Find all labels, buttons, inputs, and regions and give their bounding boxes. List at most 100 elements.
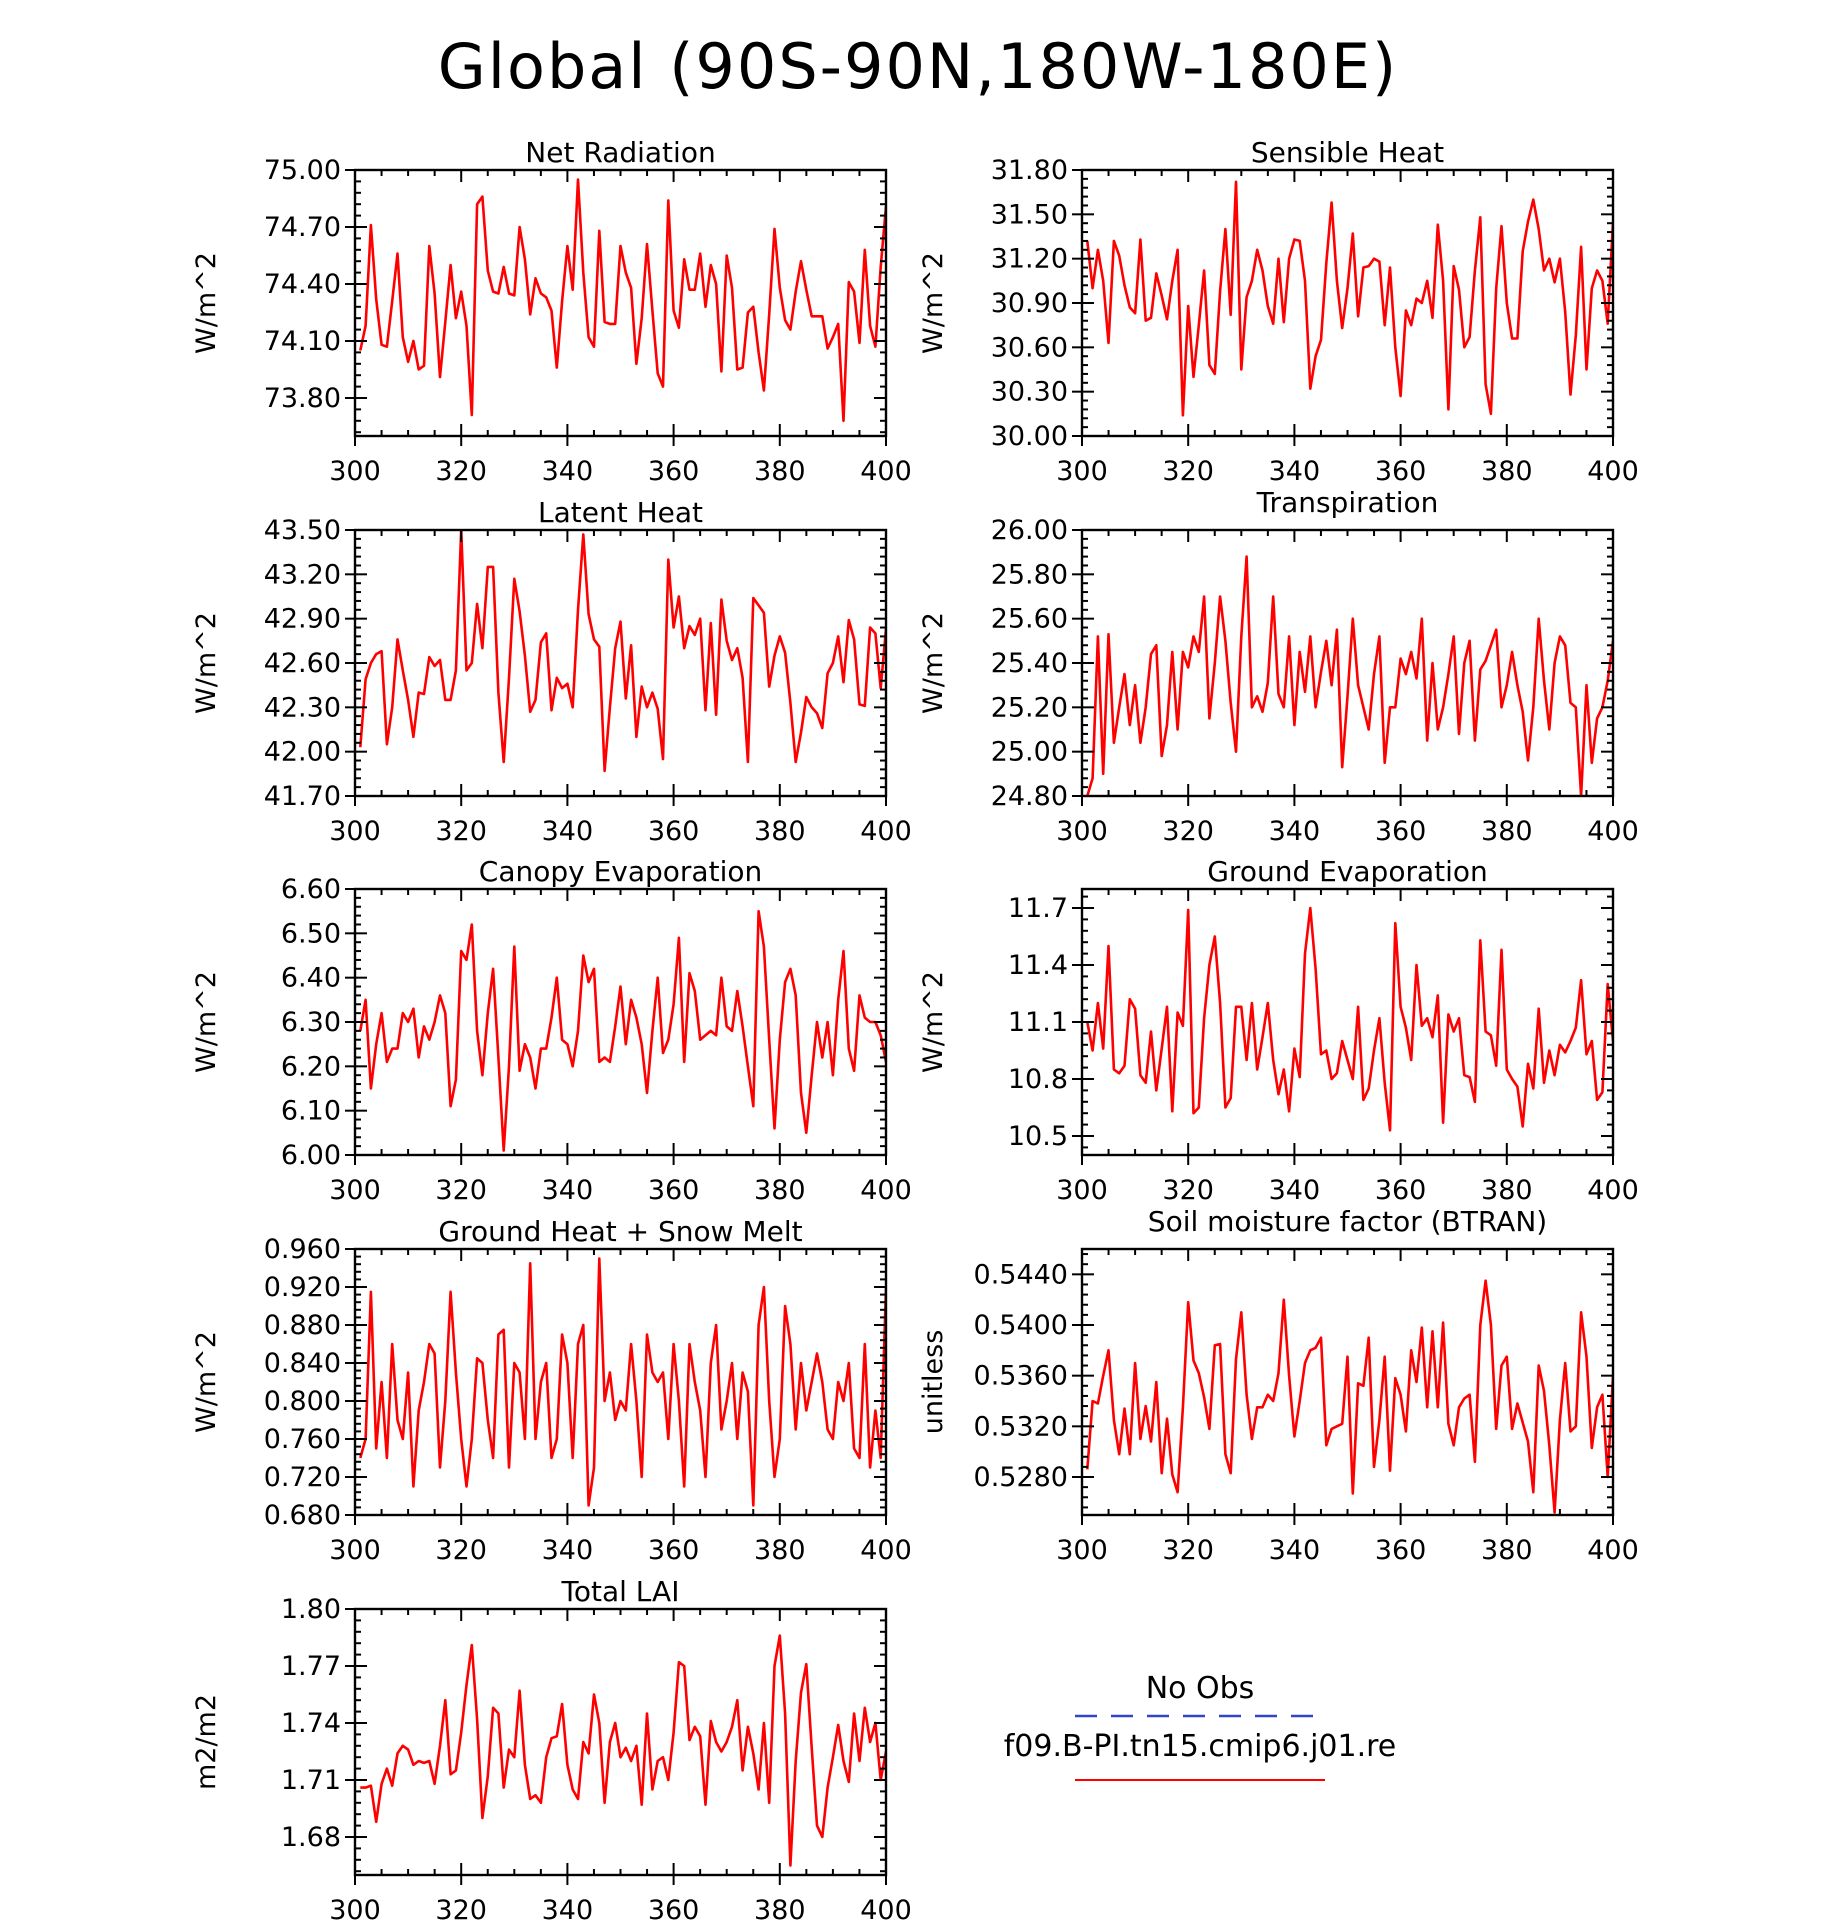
- ground-heat-snow-melt-xtick-label: 360: [648, 1535, 700, 1566]
- canopy-evaporation-title: Canopy Evaporation: [479, 855, 762, 888]
- soil-moisture-factor-btran-xtick-label: 340: [1269, 1535, 1321, 1566]
- transpiration-ytick-label: 25.20: [991, 692, 1068, 723]
- transpiration-ytick-label: 25.40: [991, 648, 1068, 679]
- legend: No Obs f09.B-PI.tn15.cmip6.j01.re: [1004, 1671, 1396, 1781]
- transpiration-ytick-label: 25.00: [991, 737, 1068, 768]
- latent-heat-ylabel: W/m^2: [191, 612, 222, 714]
- ground-heat-snow-melt-ytick-label: 0.880: [264, 1310, 341, 1341]
- panel-canopy-evaporation: 300 320 340 360 380 400 6.00 6.10 6.20 6.30 6.40 6.…: [191, 855, 912, 1206]
- canopy-evaporation-ytick-label: 6.40: [281, 963, 341, 994]
- latent-heat-xtick-label: 380: [754, 816, 806, 847]
- soil-moisture-factor-btran-ylabel: unitless: [918, 1330, 949, 1435]
- ground-heat-snow-melt-ylabel: W/m^2: [191, 1331, 222, 1433]
- canopy-evaporation-ytick-label: 6.10: [281, 1096, 341, 1127]
- total-lai-xtick-label: 300: [329, 1895, 381, 1926]
- sensible-heat-ytick-label: 30.30: [991, 377, 1068, 408]
- transpiration-xtick-label: 320: [1162, 816, 1214, 847]
- sensible-heat-ytick-label: 30.00: [991, 421, 1068, 452]
- soil-moisture-factor-btran-xtick-label: 300: [1056, 1535, 1108, 1566]
- total-lai-xtick-label: 380: [754, 1895, 806, 1926]
- panel-net-radiation: 300 320 340 360 380 400 73.80 74.10 74.40 74.70 75…: [191, 136, 912, 487]
- panel-latent-heat: 300 320 340 360 380 400 41.70 42.00 42.30 42.60 42…: [191, 496, 912, 847]
- soil-moisture-factor-btran-ytick-label: 0.5320: [974, 1411, 1068, 1442]
- net-radiation-xtick-label: 320: [435, 456, 487, 487]
- ground-evaporation-xtick-label: 320: [1162, 1175, 1214, 1206]
- total-lai-ylabel: m2/m2: [191, 1694, 222, 1790]
- transpiration-series-line: [1086, 555, 1613, 796]
- latent-heat-series-line: [359, 530, 886, 773]
- net-radiation-ytick-label: 73.80: [264, 383, 341, 414]
- sensible-heat-ytick-label: 31.20: [991, 244, 1068, 275]
- sensible-heat-title: Sensible Heat: [1251, 136, 1444, 169]
- panel-ground-heat-snow-melt: 300 320 340 360 380 400 0.680 0.720 0.760 0.800 0.…: [191, 1215, 912, 1566]
- latent-heat-xtick-label: 360: [648, 816, 700, 847]
- sensible-heat-xtick-label: 300: [1056, 456, 1108, 487]
- ground-heat-snow-melt-ytick-label: 0.800: [264, 1386, 341, 1417]
- panel-soil-moisture-factor-btran: 300 320 340 360 380 400 0.5280 0.5320 0.5360 0.54…: [918, 1205, 1639, 1566]
- panel-ground-evaporation: 300 320 340 360 380 400 10.5 10.8 11.1 11.4 11.7 W/…: [918, 855, 1639, 1206]
- ground-evaporation-xtick-label: 380: [1481, 1175, 1533, 1206]
- latent-heat-ytick-label: 43.50: [264, 515, 341, 546]
- ground-heat-snow-melt-ytick-label: 0.960: [264, 1234, 341, 1265]
- ground-heat-snow-melt-xtick-label: 380: [754, 1535, 806, 1566]
- net-radiation-xtick-label: 300: [329, 456, 381, 487]
- sensible-heat-ylabel: W/m^2: [918, 252, 949, 354]
- transpiration-ytick-label: 24.80: [991, 781, 1068, 812]
- ground-heat-snow-melt-xtick-label: 320: [435, 1535, 487, 1566]
- ground-heat-snow-melt-xtick-label: 340: [542, 1535, 594, 1566]
- panel-transpiration: 300 320 340 360 380 400 24.80 25.00 25.20 25.40 25…: [918, 486, 1639, 847]
- transpiration-xtick-label: 360: [1375, 816, 1427, 847]
- total-lai-ytick-label: 1.77: [281, 1651, 341, 1682]
- ground-heat-snow-melt-ytick-label: 0.920: [264, 1272, 341, 1303]
- figure-title: Global (90S-90N,180W-180E): [437, 30, 1399, 103]
- panel-total-lai: 300 320 340 360 380 400 1.68 1.71 1.74 1.77 1.80 m2…: [191, 1575, 912, 1926]
- ground-heat-snow-melt-title: Ground Heat + Snow Melt: [438, 1215, 802, 1248]
- transpiration-title: Transpiration: [1256, 486, 1439, 519]
- sensible-heat-series-line: [1086, 180, 1613, 417]
- soil-moisture-factor-btran-ytick-label: 0.5360: [974, 1361, 1068, 1392]
- total-lai-ytick-label: 1.80: [281, 1594, 341, 1625]
- latent-heat-xtick-label: 300: [329, 816, 381, 847]
- canopy-evaporation-ytick-label: 6.30: [281, 1007, 341, 1038]
- net-radiation-xtick-label: 380: [754, 456, 806, 487]
- ground-evaporation-title: Ground Evaporation: [1207, 855, 1488, 888]
- transpiration-xtick-label: 300: [1056, 816, 1108, 847]
- ground-heat-snow-melt-ytick-label: 0.840: [264, 1348, 341, 1379]
- canopy-evaporation-ytick-label: 6.50: [281, 918, 341, 949]
- sensible-heat-xtick-label: 360: [1375, 456, 1427, 487]
- canopy-evaporation-ytick-label: 6.20: [281, 1051, 341, 1082]
- ground-heat-snow-melt-ytick-label: 0.720: [264, 1462, 341, 1493]
- canopy-evaporation-ytick-label: 6.00: [281, 1140, 341, 1171]
- ground-evaporation-xtick-label: 360: [1375, 1175, 1427, 1206]
- latent-heat-xtick-label: 400: [860, 816, 912, 847]
- canopy-evaporation-xtick-label: 360: [648, 1175, 700, 1206]
- ground-evaporation-ytick-label: 11.1: [1008, 1007, 1068, 1038]
- net-radiation-xtick-label: 360: [648, 456, 700, 487]
- soil-moisture-factor-btran-ytick-label: 0.5440: [974, 1259, 1068, 1290]
- ground-evaporation-series-line: [1086, 906, 1613, 1132]
- total-lai-ytick-label: 1.68: [281, 1822, 341, 1853]
- legend-obs-label: No Obs: [1146, 1671, 1255, 1706]
- ground-evaporation-ytick-label: 11.4: [1008, 950, 1068, 981]
- soil-moisture-factor-btran-title: Soil moisture factor (BTRAN): [1148, 1205, 1547, 1238]
- ground-evaporation-ylabel: W/m^2: [918, 971, 949, 1073]
- total-lai-plot-frame: [353, 1607, 888, 1877]
- transpiration-xtick-label: 340: [1269, 816, 1321, 847]
- latent-heat-ytick-label: 43.20: [264, 559, 341, 590]
- panel-sensible-heat: 300 320 340 360 380 400 30.00 30.30 30.60 30.90 31…: [918, 136, 1639, 487]
- canopy-evaporation-series-line: [359, 909, 886, 1152]
- net-radiation-ytick-label: 74.40: [264, 269, 341, 300]
- transpiration-ylabel: W/m^2: [918, 612, 949, 714]
- transpiration-ytick-label: 25.80: [991, 559, 1068, 590]
- total-lai-xtick-label: 320: [435, 1895, 487, 1926]
- net-radiation-ytick-label: 74.10: [264, 326, 341, 357]
- ground-evaporation-xtick-label: 400: [1587, 1175, 1639, 1206]
- sensible-heat-ytick-label: 30.60: [991, 332, 1068, 363]
- net-radiation-ytick-label: 75.00: [264, 155, 341, 186]
- latent-heat-title: Latent Heat: [538, 496, 703, 529]
- sensible-heat-xtick-label: 380: [1481, 456, 1533, 487]
- canopy-evaporation-xtick-label: 400: [860, 1175, 912, 1206]
- ground-evaporation-ytick-label: 10.5: [1008, 1121, 1068, 1152]
- sensible-heat-xtick-label: 340: [1269, 456, 1321, 487]
- canopy-evaporation-ytick-label: 6.60: [281, 874, 341, 905]
